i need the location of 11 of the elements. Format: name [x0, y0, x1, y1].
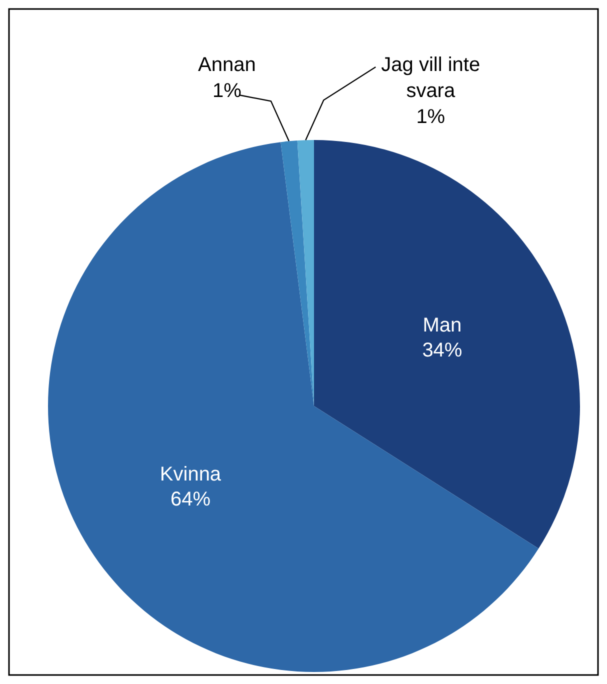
data-label: 1% [416, 106, 446, 128]
data-label: 64% [170, 488, 211, 510]
data-label: 1% [212, 80, 242, 102]
pie-slice [280, 140, 314, 406]
slice-label: Annan [198, 54, 256, 76]
data-label: 34% [422, 340, 462, 362]
slice-label: Jag vill inte svara [381, 54, 480, 102]
slice-label: Man [422, 314, 462, 337]
pie-slice [48, 142, 539, 672]
slice-label: Kvinna [160, 463, 222, 486]
pie-slice [314, 140, 580, 549]
